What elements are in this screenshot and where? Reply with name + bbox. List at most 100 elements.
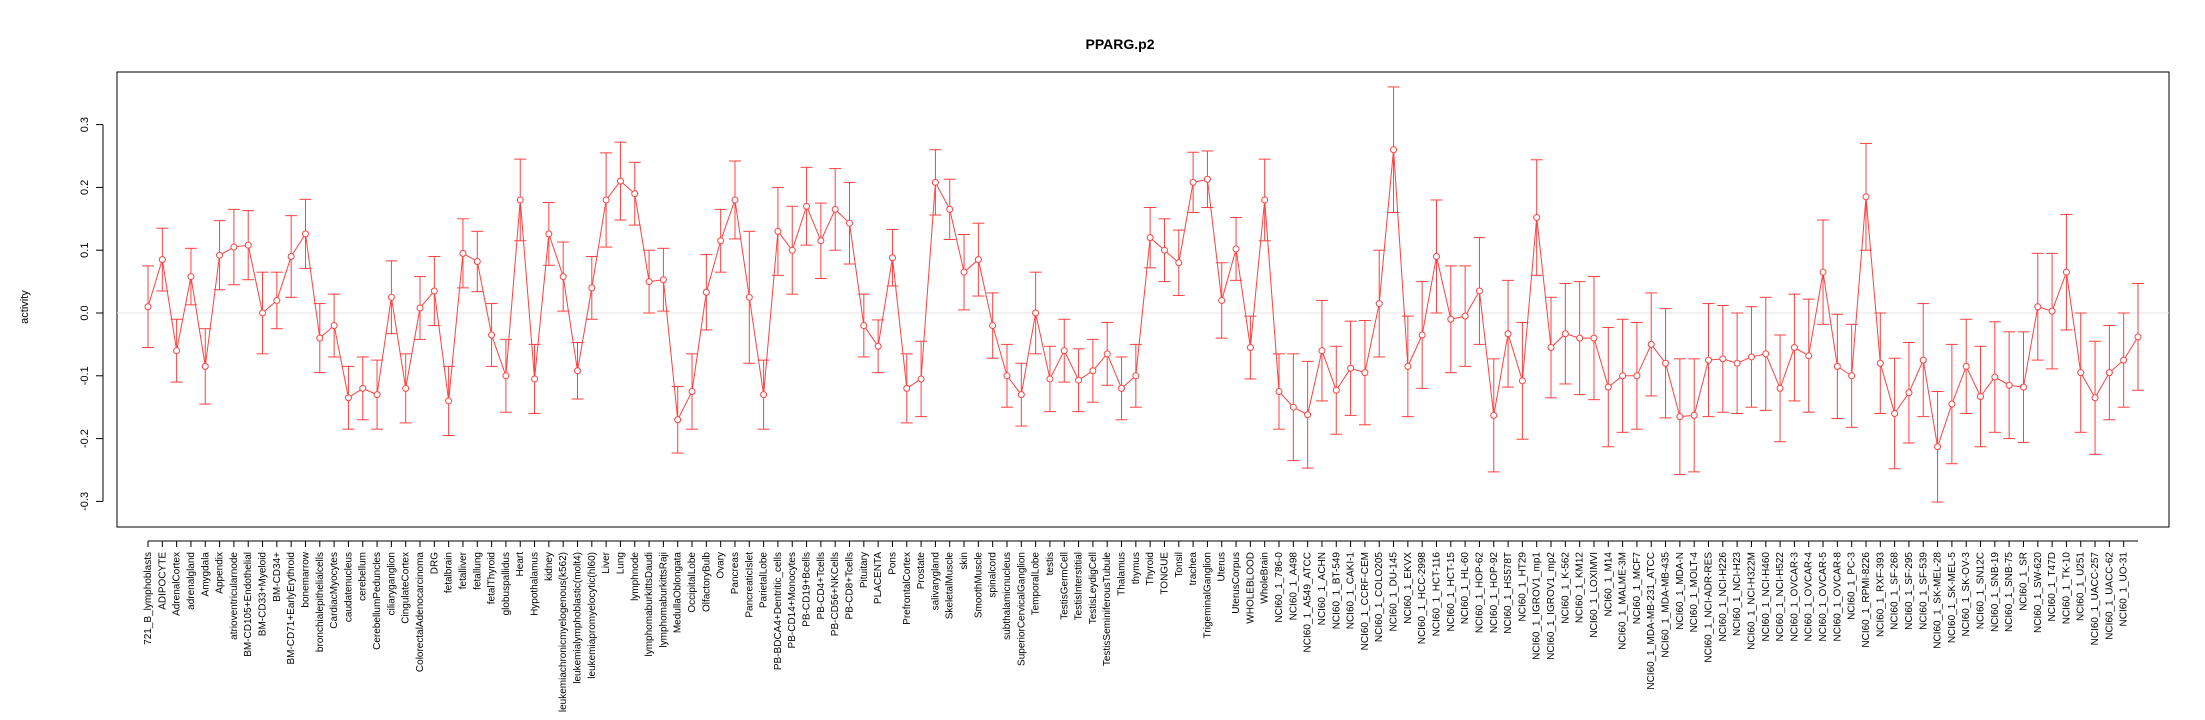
data-point: [1833, 362, 1841, 370]
data-point: [144, 303, 152, 311]
x-tick-label: fetallung: [472, 552, 483, 590]
data-point: [1676, 413, 1684, 421]
x-tick-label: NCI60_1_MDA-N: [1675, 552, 1686, 630]
x-tick-label: NCI60_1_T47D: [2047, 552, 2058, 621]
data-point: [2091, 394, 2099, 402]
data-point: [1876, 359, 1884, 367]
data-point: [1790, 344, 1798, 352]
data-point: [1576, 334, 1584, 342]
x-tick-label: NCI60_1_ACHN: [1317, 552, 1328, 625]
data-point: [888, 254, 896, 262]
data-point: [559, 273, 567, 281]
x-tick-label: NCI60_1_U251: [2076, 552, 2087, 621]
x-tick-label: NCI60_1_PC-3: [1847, 552, 1858, 620]
x-tick-label: NCI60_1_HS578T: [1503, 552, 1514, 634]
x-tick-label: subthalamicnucleus: [1002, 552, 1013, 640]
data-point: [573, 367, 581, 375]
data-point: [1905, 389, 1913, 397]
data-point: [1662, 359, 1670, 367]
y-axis: -0.3 -0.2 -0.1 0.0 0.1 0.2 0.3: [79, 117, 104, 511]
data-point: [545, 230, 553, 238]
data-point: [1246, 344, 1254, 352]
x-tick-label: Amygdala: [200, 552, 211, 597]
data-point: [1347, 364, 1355, 372]
x-tick-label: bronchialepithelialcells: [315, 552, 326, 652]
data-point: [1118, 384, 1126, 392]
data-point: [1619, 372, 1627, 380]
x-tick-label: NCI60_1_OVCAR-8: [1832, 552, 1843, 642]
x-tick-label: TestisGermCell: [1059, 552, 1070, 620]
x-tick-label: NCI60_1_K-562: [1560, 552, 1571, 624]
x-tick-label: spinalcord: [988, 552, 999, 598]
data-point: [1103, 350, 1111, 358]
data-point: [1776, 384, 1784, 392]
x-tick-label: NCI60_1_UO-31: [2119, 552, 2130, 627]
x-tick-label: NCI60_1_SF-268: [1890, 552, 1901, 630]
data-point: [1304, 411, 1312, 419]
x-tick-label: Appendix: [215, 552, 226, 594]
x-tick-label: NCI60_1_MCF7: [1632, 552, 1643, 625]
data-point: [688, 388, 696, 395]
data-point: [1261, 196, 1269, 204]
x-tick-label: NCI60_1_SW-620: [2033, 552, 2044, 633]
data-point: [1690, 411, 1698, 419]
x-tick-label: NCI60_1_SF-539: [1918, 552, 1929, 630]
x-tick-label: NCI60_1_M14: [1603, 552, 1614, 617]
x-tick-label: fetalbrain: [444, 552, 455, 593]
data-point: [846, 219, 854, 227]
data-point: [946, 205, 954, 213]
x-tick-label: NCI60_1_MOLT-4: [1689, 552, 1700, 633]
x-tick-label: Pituitary: [859, 552, 870, 588]
data-point: [516, 196, 524, 204]
x-tick-label: NCI60_1_BT-549: [1331, 552, 1342, 630]
data-point: [2120, 356, 2128, 364]
data-point: [1819, 268, 1827, 276]
data-point: [631, 190, 639, 198]
data-point: [1375, 300, 1383, 308]
x-tick-label: SuperiorCervicalGanglion: [1016, 552, 1027, 666]
data-point: [1390, 146, 1398, 154]
data-point: [1747, 353, 1755, 361]
data-point: [1289, 403, 1297, 411]
data-point: [1332, 386, 1340, 394]
x-tick-label: Thalamus: [1117, 552, 1128, 596]
data-point: [1547, 344, 1555, 352]
data-point: [1461, 312, 1469, 320]
data-point: [216, 251, 224, 259]
data-point: [473, 258, 481, 266]
x-tick-label: NCI60_1_SR: [2018, 552, 2029, 611]
data-point: [1275, 388, 1283, 395]
data-point: [1132, 372, 1140, 380]
x-tick-label: lymphomaburkittsDaudi: [644, 552, 655, 657]
data-point: [244, 241, 252, 249]
x-tick-label: NCI60_1_A549_ATCC: [1303, 552, 1314, 652]
x-tick-label: thymus: [1131, 552, 1142, 584]
x-tick-label: NCI60_1_MALME-3M: [1618, 552, 1629, 650]
x-tick-label: OlfactoryBulb: [701, 552, 712, 612]
x-tick-label: lymphomaburkittsRaji: [658, 552, 669, 648]
x-tick-label: NCI60_1_NCI-H322M: [1746, 552, 1757, 650]
data-point: [788, 246, 796, 254]
data-point: [1590, 334, 1598, 342]
x-tick-label: ColorectalAdenocarcinoma: [415, 552, 426, 673]
x-tick-label: NCI60_1_SK-OV-3: [1961, 552, 1972, 637]
x-tick-label: NCI60_1_KM12: [1575, 552, 1586, 624]
data-point: [1089, 367, 1097, 375]
data-point: [2134, 333, 2142, 341]
data-point: [287, 252, 295, 260]
data-point: [931, 178, 939, 186]
data-point: [1447, 315, 1455, 323]
data-point: [917, 375, 925, 383]
data-point: [960, 268, 968, 276]
data-point: [2105, 369, 2113, 377]
error-bars: [142, 86, 2144, 503]
plot-frame: [116, 71, 2170, 528]
x-tick-label: SmoothMuscle: [973, 552, 984, 619]
data-point: [2019, 383, 2027, 391]
x-tick-label: TestisLeydigCell: [1088, 552, 1099, 624]
data-point: [874, 342, 882, 350]
data-point: [2062, 268, 2070, 276]
x-tick-label: 721_B_lymphoblasts: [143, 552, 154, 645]
data-point: [774, 227, 782, 235]
